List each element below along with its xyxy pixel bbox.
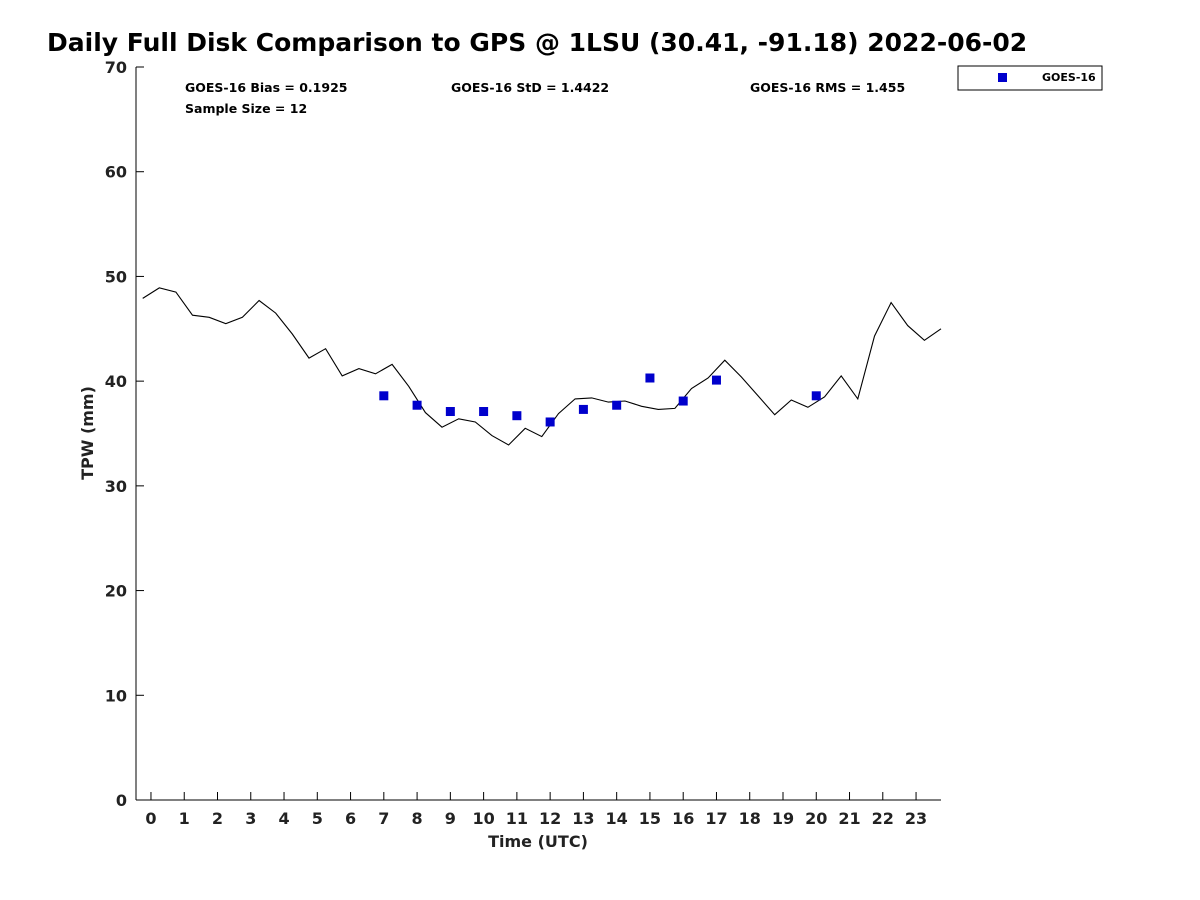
- x-tick-label: 3: [245, 809, 256, 828]
- legend-marker-goes16: [998, 73, 1007, 82]
- y-axis-label: TPW (mm): [78, 386, 97, 480]
- bias-stat: GOES-16 Bias = 0.1925: [185, 80, 347, 95]
- x-tick-label: 10: [472, 809, 494, 828]
- x-tick-label: 8: [412, 809, 423, 828]
- x-tick-label: 23: [905, 809, 927, 828]
- y-tick-label: 40: [105, 372, 127, 391]
- gps-series-line: [142, 287, 942, 446]
- rms-stat: GOES-16 RMS = 1.455: [750, 80, 905, 95]
- y-tick-label: 10: [105, 686, 127, 705]
- y-tick-label: 50: [105, 267, 127, 286]
- x-tick-label: 0: [145, 809, 156, 828]
- x-tick-label: 7: [378, 809, 389, 828]
- goes16-point: [578, 404, 588, 414]
- y-tick-label: 30: [105, 477, 127, 496]
- std-stat: GOES-16 StD = 1.4422: [451, 80, 609, 95]
- x-tick-label: 1: [179, 809, 190, 828]
- goes16-point: [379, 391, 389, 401]
- x-tick-label: 20: [805, 809, 827, 828]
- x-tick-label: 12: [539, 809, 561, 828]
- legend-label-goes16: GOES-16: [1042, 71, 1096, 84]
- x-tick-label: 5: [312, 809, 323, 828]
- x-axis-label: Time (UTC): [488, 832, 588, 851]
- legend-box: [957, 65, 1103, 91]
- sample-size-stat: Sample Size = 12: [185, 101, 307, 116]
- x-tick-label: 18: [739, 809, 761, 828]
- goes16-point: [711, 375, 721, 385]
- goes16-point: [678, 396, 688, 406]
- goes16-points: [379, 373, 821, 427]
- x-tick-label: 4: [278, 809, 289, 828]
- y-tick-label: 0: [116, 791, 127, 810]
- y-ticks: 0 10 20 30 40 50 60 70: [105, 58, 144, 810]
- x-tick-label: 22: [872, 809, 894, 828]
- y-tick-label: 20: [105, 582, 127, 601]
- x-tick-label: 11: [506, 809, 528, 828]
- x-tick-label: 19: [772, 809, 794, 828]
- goes16-point: [412, 400, 422, 410]
- x-tick-label: 6: [345, 809, 356, 828]
- x-tick-label: 9: [445, 809, 456, 828]
- goes16-point: [645, 373, 655, 383]
- goes16-point: [479, 407, 489, 417]
- x-tick-label: 21: [838, 809, 860, 828]
- y-tick-label: 60: [105, 163, 127, 182]
- goes16-point: [545, 417, 555, 427]
- y-tick-label: 70: [105, 58, 127, 77]
- legend: GOES-16: [957, 65, 1103, 91]
- x-tick-label: 14: [606, 809, 628, 828]
- x-tick-label: 13: [572, 809, 594, 828]
- chart-title: Daily Full Disk Comparison to GPS @ 1LSU…: [47, 28, 1028, 57]
- x-ticks: 0 1 2 3 4 5 6 7 8 9 10 11 12 13 14 15 16 17 18 19 20 21 22 23: [145, 792, 927, 828]
- goes16-point: [445, 407, 455, 417]
- x-tick-label: 15: [639, 809, 661, 828]
- goes16-point: [811, 391, 821, 401]
- goes16-point: [612, 400, 622, 410]
- x-tick-label: 2: [212, 809, 223, 828]
- x-tick-label: 16: [672, 809, 694, 828]
- x-tick-label: 17: [705, 809, 727, 828]
- plot-frame: [135, 67, 941, 801]
- goes16-point: [512, 411, 522, 421]
